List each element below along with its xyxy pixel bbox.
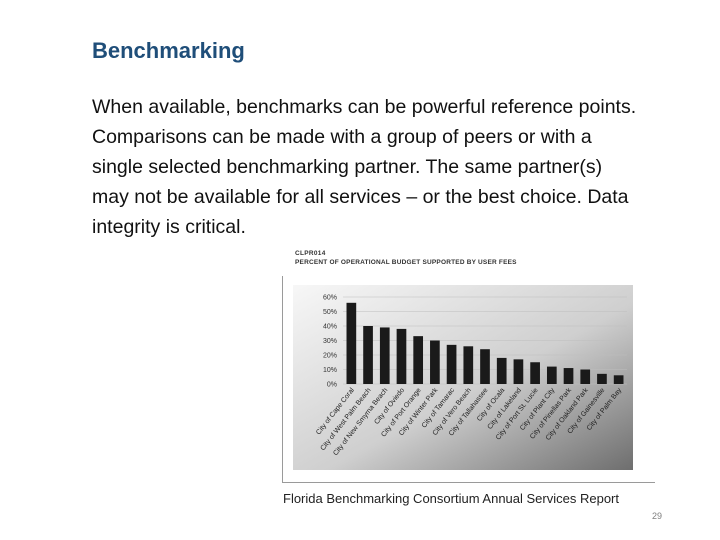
y-tick-label: 40% [323,324,337,331]
slide-title: Benchmarking [92,38,245,63]
y-tick-label: 50% [323,309,337,316]
source-caption: Florida Benchmarking Consortium Annual S… [283,491,619,506]
chart-frame [282,276,655,483]
y-tick-label: 30% [323,338,337,345]
bar-chart: 0%10%20%30%40%50%60% City of Cape CoralC… [293,285,633,470]
y-tick-label: 20% [323,353,337,360]
bar [363,326,373,384]
chart-title: PERCENT OF OPERATIONAL BUDGET SUPPORTED … [295,259,517,266]
bar [430,340,440,384]
bar [446,344,457,384]
bar [580,369,591,384]
y-tick-label: 10% [323,367,337,374]
chart-code: CLPR014 [295,250,326,257]
bar [346,302,357,384]
y-tick-label: 60% [323,295,337,302]
bar [546,366,557,384]
bar [413,336,424,384]
y-tick-label: 0% [327,382,337,389]
bar [563,368,574,384]
slide-body-text: When available, benchmarks can be powerf… [92,96,637,238]
bar [396,328,407,384]
bar [463,346,474,384]
bar [530,362,540,384]
page-number: 29 [651,511,662,521]
bar [480,349,490,384]
bar [496,357,507,384]
bar [379,327,390,384]
bar [613,375,624,384]
bar [513,359,524,384]
bar [597,373,607,384]
